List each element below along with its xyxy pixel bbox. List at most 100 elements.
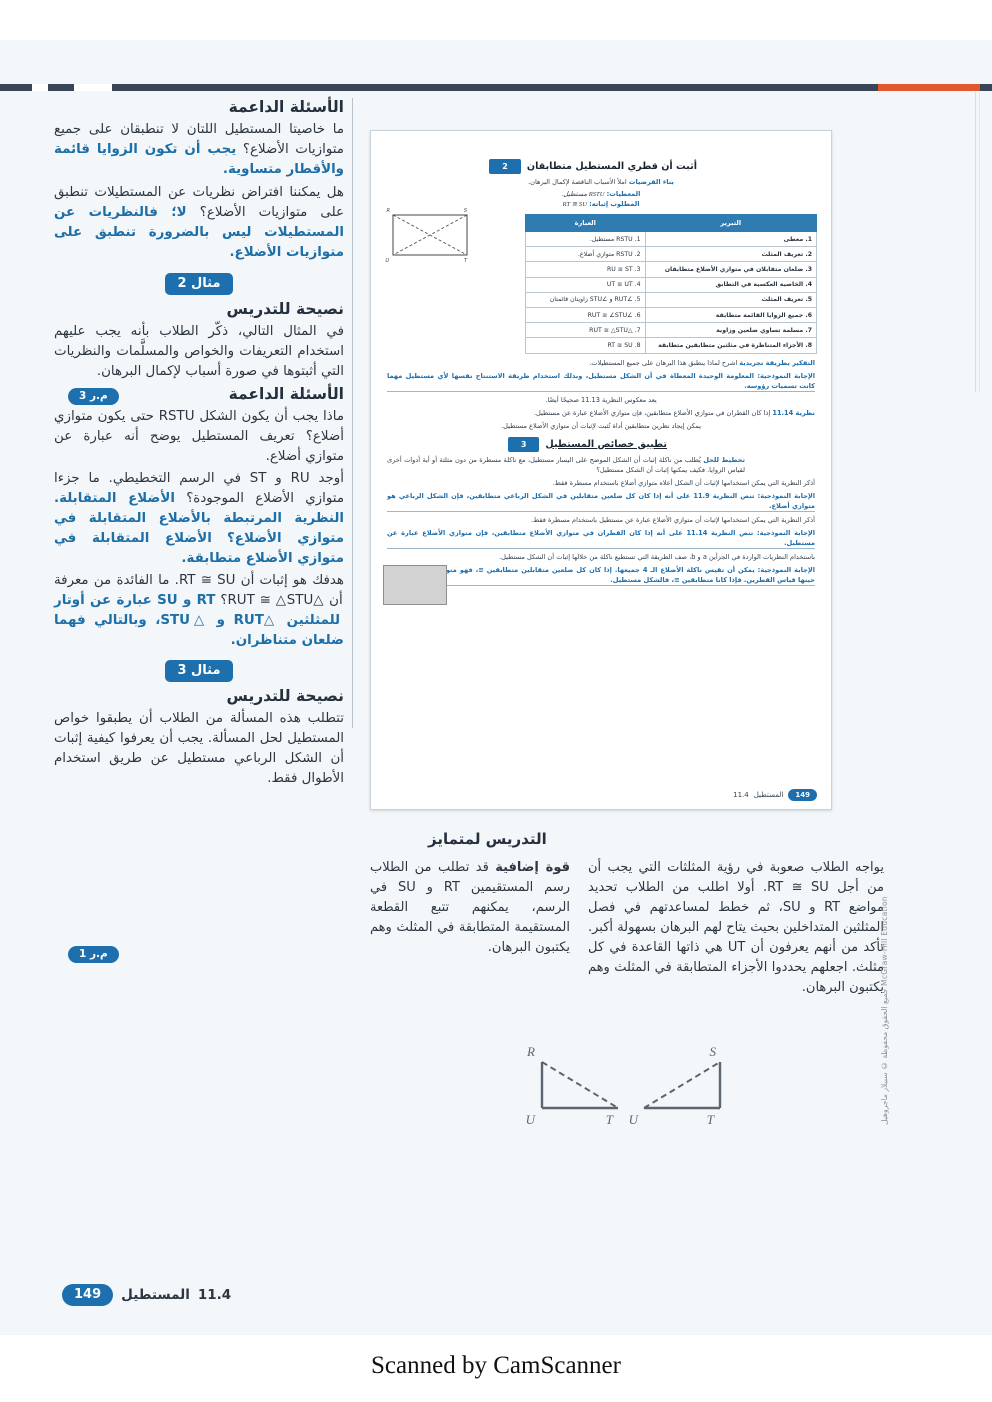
teaching-tip-body-2: تتطلب هذه المسألة من الطلاب أن يطبقوا خو… <box>54 711 344 786</box>
proof-statement-cell: 8. RT ≅ SU <box>525 337 646 354</box>
proof-reason-cell: 2. تعريف المثلث <box>644 246 818 263</box>
teacher-notes-column: الأسئلة الداعمة ما خاصيتا المستطيل اللتا… <box>54 98 344 792</box>
theorem-sub: يمكن إيجاد نظرين متطابقين أداة تُثبت لإث… <box>501 421 701 430</box>
book-qc-text: باستخدام النظريات الواردة في الجزأين a و… <box>498 552 815 561</box>
book-section-3-number: 3 <box>507 436 540 452</box>
proof-header-reason: التبرير <box>644 214 818 232</box>
svg-text:T: T <box>464 258 468 263</box>
proof-statement-cell: 1. RSTU مستطيل. <box>525 230 646 248</box>
example-3-chip[interactable]: مثال 3 <box>165 660 233 682</box>
proof-table-row: 7. مسلمة تساوي ضلعين وزاوية 7. △RUT ≅ △ST… <box>525 322 818 339</box>
book-part-a: بناء الفرضيات املأ الأسباب الناقصة لإكما… <box>387 177 815 187</box>
top-navy-bar <box>0 84 992 91</box>
book-qb-text: أذكر النظرية التي يمكن استخدامها لإثبات … <box>531 515 815 524</box>
prove-value: RT ≅ SU <box>562 201 587 208</box>
two-column-proof-table: التبرير العبارة 1. معطى 1. RSTU مستطيل. 2.… <box>525 214 818 354</box>
support-questions-heading-2: الأسئلة الداعمة <box>228 385 344 403</box>
embedded-book-page: أثبت أن قطري المستطيل متطابقان 2 بناء ال… <box>370 130 832 810</box>
book-part-b-text: اشرح لماذا ينطبق هذا البرهان على جميع ال… <box>589 358 738 367</box>
q2-prompt: هل يمكننا افتراض نظريات عن المستطيلات تن… <box>54 185 344 220</box>
example-3-chip-row: مثال 3 <box>54 653 344 687</box>
book-qc-answer-wrap: الإجابة النموذجية: يمكن أن تقيس ناكلة ال… <box>387 565 815 586</box>
proof-statement-cell: 2. RSTU متوازي أضلاع. <box>525 246 646 263</box>
book-part-b-answer: الإجابة النموذجية: المعلومة الوحيدة المع… <box>387 371 815 392</box>
triangle-label-U-right: U <box>629 1112 640 1127</box>
differentiated-instruction: التدريس لمتمايز قوة إضافية قد تطلب من ال… <box>370 830 900 998</box>
differentiated-columns: قوة إضافية قد تطلب من الطلاب رسم المستقي… <box>370 858 900 998</box>
proof-statement-cell: 3. RU ≅ ST <box>525 261 646 278</box>
proof-reason-cell: 4. الخاصية العكسية في التطابق <box>644 276 818 293</box>
footer-section-number: 11.4 <box>197 1287 232 1303</box>
proof-statement-cell: 5. ∠RUT و ∠STU زاويتان قائمتان <box>525 291 646 308</box>
proof-table-header-row: التبرير العبارة <box>525 214 818 232</box>
page-footer: 149 المستطيل 11.4 <box>62 1284 231 1306</box>
proof-statement-cell: 4. UT ≅ UT <box>525 276 646 293</box>
teaching-tip-body-1: في المثال التالي، ذكّر الطلاب بأنه يجب ع… <box>54 324 344 379</box>
book-prove-line: المطلوب إثباته: RT ≅ SU <box>371 200 831 208</box>
differentiated-col-right: قوة إضافية قد تطلب من الطلاب رسم المستقي… <box>370 858 570 998</box>
example-2-chip[interactable]: مثال 2 <box>165 273 233 295</box>
scanned-page: الأسئلة الداعمة ما خاصيتا المستطيل اللتا… <box>0 40 992 1335</box>
proof-table-row: 5. تعريف المثلث 5. ∠RUT و ∠STU زاويتان قا… <box>525 291 818 308</box>
footer-page-number: 149 <box>62 1284 114 1306</box>
book-part-b-answer-wrap: الإجابة النموذجية: المعلومة الوحيدة المع… <box>387 371 815 392</box>
triangle-label-R: R <box>526 1044 535 1059</box>
theorem-text: إذا كان القطران في متوازي الأضلاع متطابق… <box>533 408 771 417</box>
triangle-label-T-right: T <box>707 1112 715 1127</box>
book-part-b: التفكير بطريقة تجريدية اشرح لماذا ينطبق … <box>387 358 815 368</box>
svg-text:U: U <box>385 258 389 263</box>
book-page-footer: 149 المستطيل 11.4 <box>733 789 817 801</box>
proof-table-row: 3. ضلعان متقابلان في متوازي الأضلاع متطا… <box>525 261 818 278</box>
support-question-1: ما خاصيتا المستطيل اللتان لا تنطبقان على… <box>54 120 344 180</box>
proof-reason-cell: 1. معطى <box>644 230 818 248</box>
book-theorem: نظرية 11.14 إذا كان القطران في متوازي ال… <box>387 408 815 418</box>
camscanner-text: Scanned by CamScanner <box>371 1352 621 1379</box>
book-section-2-title: أثبت أن قطري المستطيل متطابقان <box>526 161 697 172</box>
proof-table-row: 4. الخاصية العكسية في التطابق 4. UT ≅ UT <box>525 276 818 293</box>
q3-answer: تعريف المستطيل يوضح أنه عبارة عن متوازي … <box>54 429 344 464</box>
badge-example-2[interactable]: م.ر 3 <box>68 388 119 405</box>
footer-section-label: المستطيل <box>121 1287 190 1303</box>
q3-prompt: ماذا يجب أن يكون الشكل RSTU حتى يكون متو… <box>54 409 344 444</box>
book-footer-page-number: 149 <box>788 789 817 801</box>
proof-statement-cell: 6. ∠RUT ≅ ∠STU <box>525 306 646 324</box>
book-footer-label: المستطيل <box>753 791 784 799</box>
triangle-label-U-left: U <box>526 1112 537 1127</box>
rectangle-rstu-figure: R S U T <box>385 208 468 263</box>
proof-statement-cell: 7. △RUT ≅ △STU <box>525 322 646 339</box>
svg-text:R: R <box>387 208 390 214</box>
book-section-3-prompt: تخطيط للحل يُطلب من ناكلة إثبات أن الشكل… <box>387 455 745 475</box>
differentiated-col-right-text: قد تطلب من الطلاب رسم المستقيمين RT و SU… <box>370 860 571 955</box>
triangle-label-T-left: T <box>606 1112 614 1127</box>
teaching-tip-heading-2: نصيحة للتدريس <box>226 687 344 705</box>
q1-prompt: ما خاصيتا المستطيل اللتان لا تنطبقان على… <box>54 122 344 157</box>
proof-table-row: 8. الأجزاء المتناظرة في مثلثين متطابقين … <box>525 337 818 354</box>
prove-label: المطلوب إثباته: <box>589 200 640 208</box>
proof-reason-cell: 6. جميع الزوايا القائمة متطابقة <box>644 306 818 324</box>
q2-answer: لا؛ فالنظريات عن المستطيلات ليس بالضرورة… <box>54 205 344 260</box>
proof-reason-cell: 5. تعريف المثلث <box>644 291 818 308</box>
book-note: يعد معكوس النظرية 11.13 صحيحًا أيضًا. <box>545 395 657 404</box>
given-label: المعطيات: <box>606 190 641 198</box>
top-orange-accent <box>878 84 980 91</box>
support-question-5: هدفك هو إثبات أن RT ≅ SU. ما الفائدة من … <box>54 571 344 651</box>
book-section-2-header: أثبت أن قطري المستطيل متطابقان 2 <box>385 159 817 174</box>
q4-answer-lead: الأضلاع المتقابلة. النظرية المرتبطة بالأ… <box>54 491 344 546</box>
book-qa-text: أذكر النظرية التي يمكن استخدامها لإثبات … <box>552 478 815 487</box>
q1-answer: يجب أن تكون الزوايا قائمة والأقطار متساو… <box>54 142 344 177</box>
q5-prompt: هدفك هو إثبات أن RT ≅ SU. ما الفائدة من … <box>54 573 344 608</box>
grey-rectangle-figure <box>383 565 447 605</box>
proof-reason-cell: 8. الأجزاء المتناظرة في مثلثين متطابقين … <box>644 337 818 354</box>
column-divider <box>352 98 353 728</box>
book-section-2-number: 2 <box>489 159 521 174</box>
book-qb-answer-wrap: الإجابة النموذجية: تنص النظرية 11.14 على… <box>387 528 815 549</box>
top-bar-notch-inner <box>48 84 74 91</box>
support-question-4: أوجد RU و ST في الرسم التخطيطي. ما جزءا … <box>54 469 344 569</box>
badge-example-3[interactable]: م.ر 1 <box>68 946 119 963</box>
q4-prompt: أوجد RU و ST في الرسم التخطيطي. ما جزءا … <box>54 471 344 506</box>
book-section-3-title: تطبيق خصائص المستطيل <box>545 438 667 450</box>
differentiated-col-left: يواجه الطلاب صعوبة في رؤية المثلثات التي… <box>588 858 884 998</box>
proof-table-row: 1. معطى 1. RSTU مستطيل. <box>525 230 818 248</box>
differentiated-title: التدريس لمتمايز <box>428 830 547 848</box>
book-section-3-text: يُطلب من ناكلة إثبات أن الشكل الموضح على… <box>387 455 745 474</box>
